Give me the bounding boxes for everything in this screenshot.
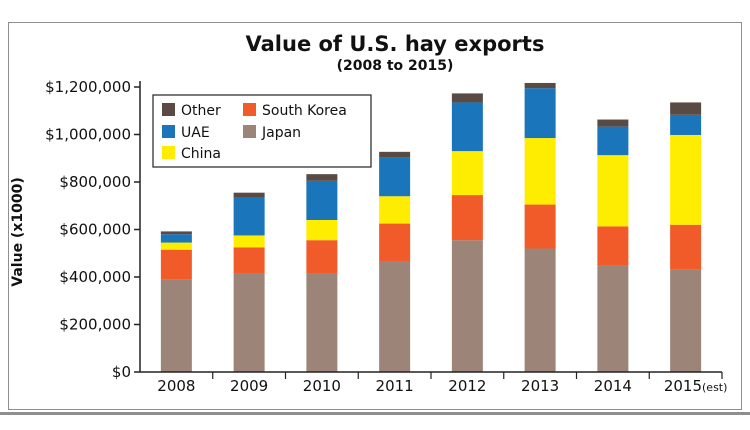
chart-subtitle: (2008 to 2015) bbox=[337, 58, 454, 74]
bar-segment-china-2008 bbox=[160, 242, 192, 250]
bar-segment-japan-2011 bbox=[379, 261, 411, 372]
bar-segment-south-korea-2015 bbox=[670, 224, 702, 270]
bar-segment-other-2013 bbox=[524, 82, 556, 89]
bar-segment-china-2012 bbox=[451, 151, 483, 196]
bar-segment-other-2014 bbox=[597, 119, 629, 127]
chart-title: Value of U.S. hay exports bbox=[246, 32, 545, 56]
x-tick-label: 2015(est) bbox=[664, 377, 728, 395]
x-tick-label: 2014 bbox=[594, 377, 632, 395]
bottom-divider bbox=[0, 412, 750, 415]
bar-segment-south-korea-2014 bbox=[597, 226, 629, 266]
bar-segment-other-2008 bbox=[160, 231, 192, 235]
bar-segment-south-korea-2008 bbox=[160, 249, 192, 280]
legend: Other South Korea UAE Japan China bbox=[152, 94, 372, 168]
x-tick-label: 2009 bbox=[230, 377, 268, 395]
legend-label-other: Other bbox=[181, 103, 221, 119]
bar-segment-south-korea-2012 bbox=[451, 195, 483, 241]
y-tick-label: $400,000 bbox=[59, 268, 131, 286]
y-tick-label: $800,000 bbox=[59, 173, 131, 191]
x-tick-label: 2008 bbox=[157, 377, 195, 395]
bar-segment-japan-2012 bbox=[451, 240, 483, 372]
x-tick-label: 2012 bbox=[448, 377, 486, 395]
bar-segment-uae-2012 bbox=[451, 102, 483, 152]
x-tick-label-text: 2013 bbox=[521, 377, 559, 395]
x-axis: 2008 2009 2010 2011 2012 2013 2014 2015(est) bbox=[140, 371, 728, 395]
bar-segment-japan-2014 bbox=[597, 265, 629, 372]
legend-swatch-japan bbox=[243, 125, 256, 138]
bar-segment-uae-2010 bbox=[306, 180, 338, 220]
y-tick-label: $200,000 bbox=[59, 316, 131, 334]
bar-segment-japan-2015 bbox=[670, 269, 702, 372]
legend-label-japan: Japan bbox=[261, 125, 301, 141]
bar-segment-china-2011 bbox=[379, 196, 411, 224]
bar-segment-japan-2008 bbox=[160, 279, 192, 372]
y-tick-label: $0 bbox=[112, 363, 131, 381]
bar-segment-china-2013 bbox=[524, 138, 556, 205]
y-axis-label: Value (x1000) bbox=[10, 177, 26, 286]
bar-segment-uae-2011 bbox=[379, 157, 411, 197]
bar-segment-china-2015 bbox=[670, 134, 702, 225]
y-tick-label: $600,000 bbox=[59, 221, 131, 239]
bar-segment-south-korea-2013 bbox=[524, 204, 556, 249]
legend-swatch-south-korea bbox=[243, 103, 256, 116]
bar-segment-uae-2014 bbox=[597, 126, 629, 156]
legend-swatch-uae bbox=[162, 125, 175, 138]
x-tick-label: 2010 bbox=[303, 377, 341, 395]
x-tick-label-text: 2009 bbox=[230, 377, 268, 395]
bar-segment-other-2009 bbox=[233, 192, 265, 198]
bar-segment-other-2010 bbox=[306, 174, 338, 181]
x-tick-label-text: 2008 bbox=[157, 377, 195, 395]
bar-segment-china-2010 bbox=[306, 220, 338, 241]
x-tick-label: 2011 bbox=[376, 377, 414, 395]
legend-swatch-china bbox=[162, 146, 175, 159]
bar-segment-south-korea-2009 bbox=[233, 247, 265, 274]
bar-segment-japan-2009 bbox=[233, 273, 265, 372]
legend-label-china: China bbox=[181, 146, 221, 162]
y-axis: $0 $200,000 $400,000 $600,000 $800,000 $1,000… bbox=[45, 78, 141, 381]
x-tick-label-text: 2010 bbox=[303, 377, 341, 395]
bar-segment-uae-2013 bbox=[524, 88, 556, 139]
bar-segment-uae-2015 bbox=[670, 114, 702, 135]
x-tick-label-text: 2014 bbox=[594, 377, 632, 395]
x-tick-label: 2013 bbox=[521, 377, 559, 395]
bar-segment-china-2014 bbox=[597, 155, 629, 227]
legend-swatch-other bbox=[162, 103, 175, 116]
bar-segment-other-2015 bbox=[670, 102, 702, 115]
bar-segment-china-2009 bbox=[233, 235, 265, 248]
bar-segment-other-2011 bbox=[379, 151, 411, 158]
legend-label-uae: UAE bbox=[181, 125, 210, 141]
bar-segment-japan-2010 bbox=[306, 273, 338, 372]
bar-segment-south-korea-2010 bbox=[306, 240, 338, 274]
bar-segment-other-2012 bbox=[451, 93, 483, 103]
x-tick-label-text: 2015 bbox=[664, 377, 702, 395]
legend-box bbox=[152, 94, 372, 168]
y-tick-label: $1,000,000 bbox=[45, 126, 131, 144]
bar-segment-uae-2009 bbox=[233, 197, 265, 236]
bar-segment-uae-2008 bbox=[160, 234, 192, 243]
x-tick-label-text: 2011 bbox=[376, 377, 414, 395]
bars-group bbox=[160, 82, 702, 372]
legend-label-south-korea: South Korea bbox=[262, 103, 347, 119]
x-tick-label-text: 2012 bbox=[448, 377, 486, 395]
x-tick-label-suffix: (est) bbox=[702, 381, 727, 394]
y-tick-label: $1,200,000 bbox=[45, 78, 131, 96]
bar-segment-japan-2013 bbox=[524, 248, 556, 372]
bar-segment-south-korea-2011 bbox=[379, 223, 411, 262]
